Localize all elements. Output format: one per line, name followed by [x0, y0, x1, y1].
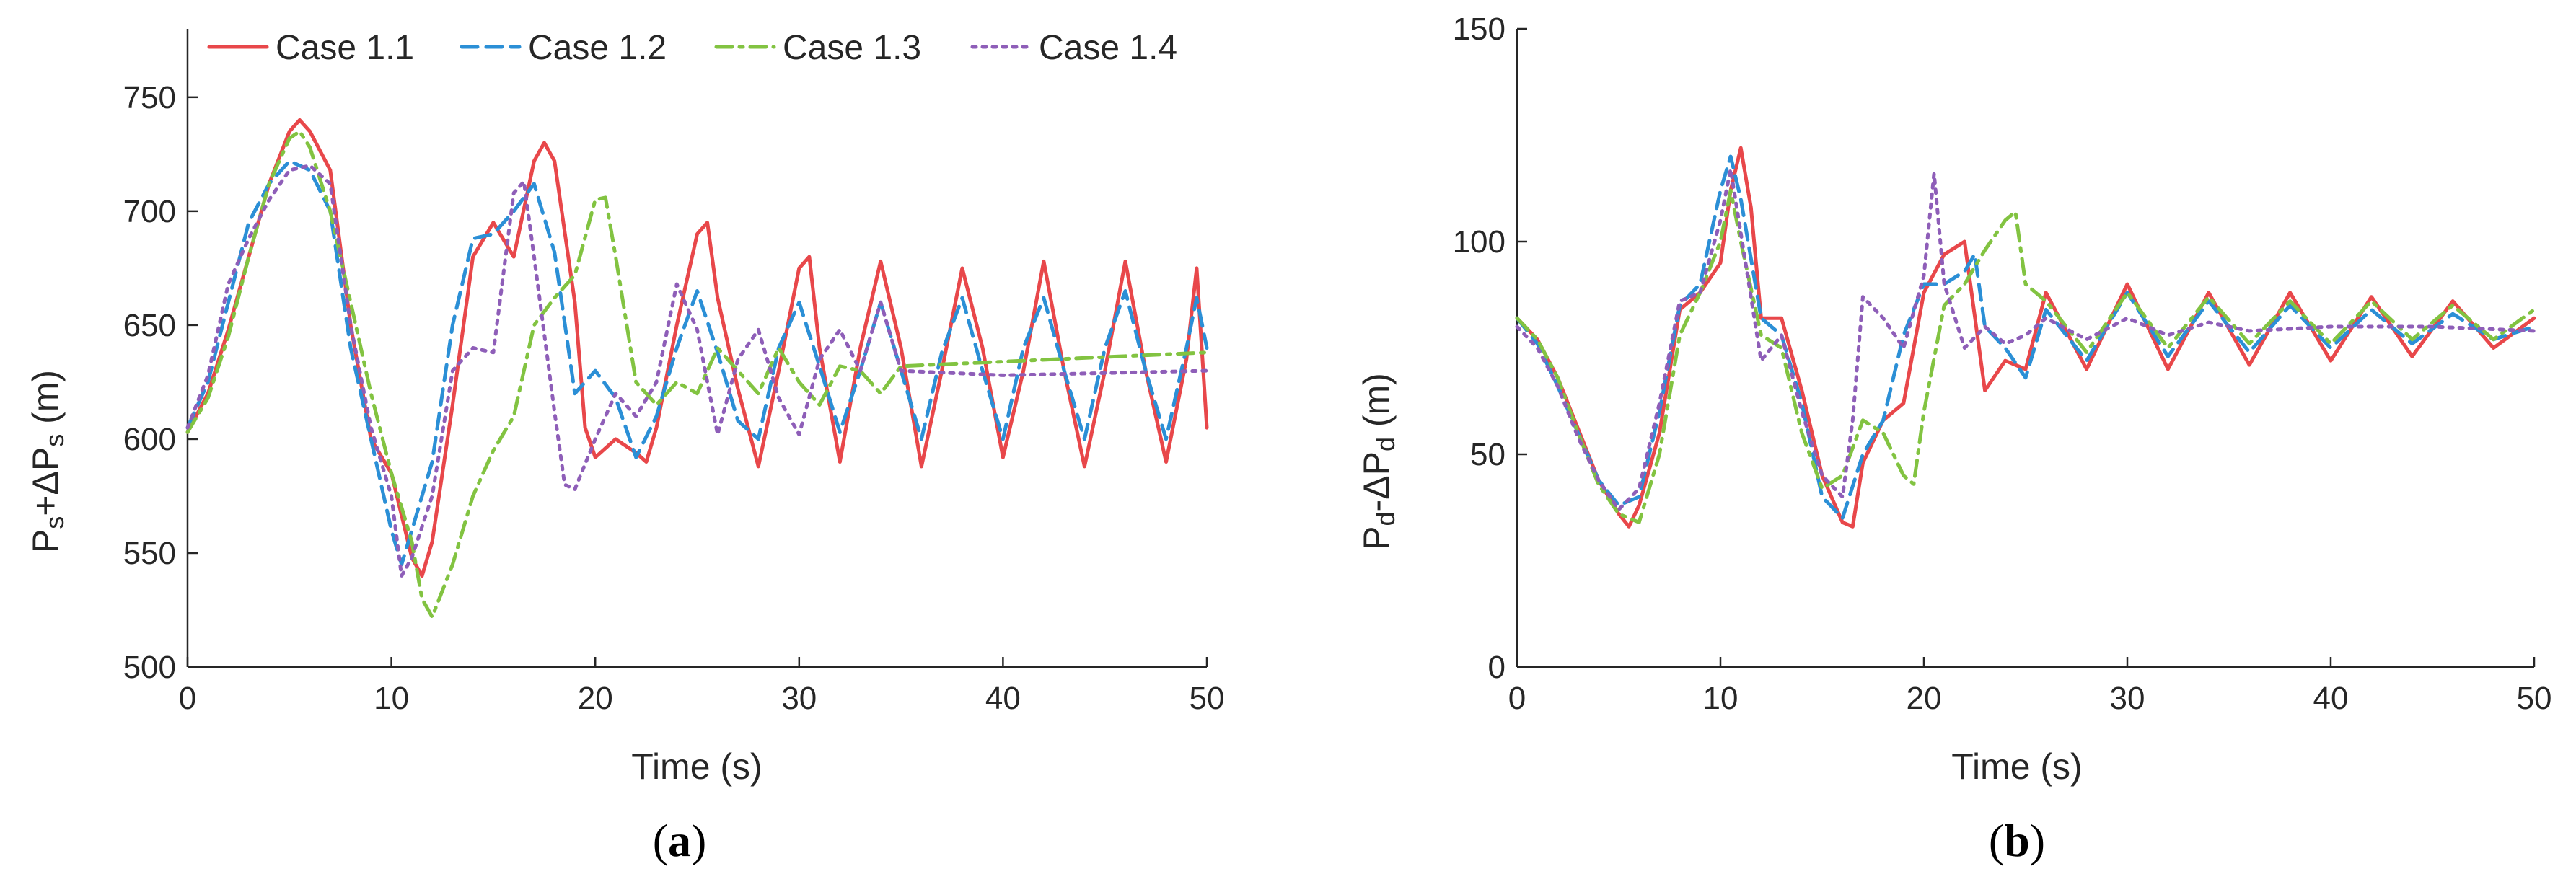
x-tick-label: 30	[2110, 681, 2145, 716]
series-group-b	[1515, 146, 2536, 529]
legend-item: Case 1.1	[207, 29, 414, 67]
y-axis-label-b-sub2: d	[1371, 437, 1400, 451]
y-axis-label-b-p: P	[1356, 526, 1397, 549]
legend-item: Case 1.2	[460, 29, 667, 67]
y-axis-label-b-mid: -ΔP	[1356, 451, 1397, 511]
series-group-a	[185, 118, 1209, 619]
y-tick-label: 650	[123, 308, 176, 343]
axes-b	[1516, 27, 2536, 668]
y-axis-label-a-sub2: s	[40, 434, 69, 447]
x-tick-label: 0	[1508, 681, 1526, 716]
y-tick-label: 550	[123, 536, 176, 571]
series-line-case-1-2	[1515, 154, 2536, 520]
legend-item: Case 1.4	[970, 29, 1177, 67]
x-tick-label: 10	[1703, 681, 1738, 716]
legend-label: Case 1.1	[276, 29, 414, 67]
series-line-case-1-1	[185, 118, 1209, 578]
y-axis-label-b-sub1: d	[1371, 511, 1400, 526]
panel-label-a: (a)	[653, 815, 707, 866]
x-tick-label: 10	[374, 681, 409, 716]
chart-panel-a: 0 10 20 30 40 50 500 550 600 650 700 750 Time (s) P…	[25, 29, 1224, 866]
series-line-case-1-4	[185, 164, 1209, 578]
y-tick-label: 750	[123, 80, 176, 115]
y-tick-label: 500	[123, 650, 176, 685]
panel-label-b-letter: b	[2004, 815, 2030, 866]
x-tick-label: 50	[2517, 681, 2552, 716]
y-tick-label: 700	[123, 194, 176, 229]
y-tick-label: 600	[123, 422, 176, 457]
x-tick-label: 20	[578, 681, 613, 716]
chart-panel-b: 0 10 20 30 40 50 0 50 100 150 Time (s) Pd-ΔPd (m)…	[1356, 12, 2551, 866]
x-axis-label-a: Time (s)	[631, 746, 762, 787]
legend-label: Case 1.2	[528, 29, 667, 67]
tick-labels-b: 0 10 20 30 40 50 0 50 100 150	[1453, 12, 2552, 716]
legend-label: Case 1.4	[1039, 29, 1177, 67]
x-tick-label: 40	[2313, 681, 2349, 716]
x-tick-label: 40	[985, 681, 1021, 716]
series-line-case-1-3	[185, 129, 1209, 619]
legend-label: Case 1.3	[783, 29, 921, 67]
y-tick-label: 150	[1453, 12, 1505, 47]
series-line-case-1-4	[1515, 167, 2536, 512]
y-axis-label-a-p: P	[25, 529, 66, 553]
x-axis-label-b: Time (s)	[1951, 746, 2082, 787]
series-line-case-1-2	[185, 159, 1209, 567]
y-axis-label-a-unit: (m)	[25, 370, 66, 434]
y-axis-label-b-unit: (m)	[1356, 373, 1397, 437]
y-axis-label-a-mid: +ΔP	[25, 447, 66, 516]
tick-labels-a: 0 10 20 30 40 50 500 550 600 650 700 750	[123, 80, 1225, 716]
y-tick-label: 50	[1470, 437, 1505, 472]
series-line-case-1-1	[1515, 146, 2536, 529]
x-tick-label: 50	[1190, 681, 1225, 716]
y-tick-label: 100	[1453, 224, 1505, 260]
x-tick-label: 30	[781, 681, 817, 716]
panel-label-b: (b)	[1989, 815, 2045, 866]
y-tick-label: 0	[1488, 650, 1505, 685]
legend-item: Case 1.3	[714, 29, 921, 67]
y-axis-label-b: Pd-ΔPd (m)	[1356, 373, 1400, 550]
x-tick-label: 0	[179, 681, 196, 716]
panel-label-a-letter: a	[668, 815, 691, 866]
series-line-case-1-3	[1515, 188, 2536, 524]
axes-a	[186, 29, 1208, 668]
y-axis-label-a: Ps+ΔPs (m)	[25, 370, 69, 553]
y-axis-label-a-sub1: s	[40, 516, 69, 529]
legend: Case 1.1 Case 1.2 Case 1.3 Case 1.4	[207, 29, 1177, 67]
x-tick-label: 20	[1907, 681, 1942, 716]
